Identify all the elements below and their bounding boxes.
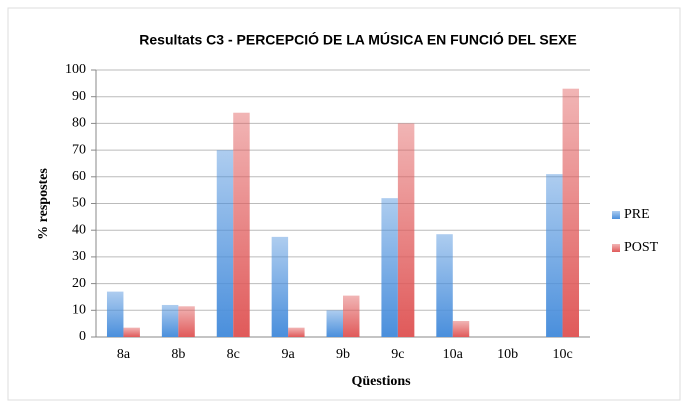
y-tick-label: 20 — [72, 276, 86, 291]
y-tick-label: 30 — [72, 249, 86, 264]
chart-frame — [7, 7, 681, 401]
bar — [381, 198, 398, 337]
bar — [562, 88, 580, 337]
bar — [106, 291, 124, 337]
bar — [326, 310, 343, 337]
y-tick-label: 10 — [72, 303, 86, 318]
x-tick-label: 10c — [552, 347, 572, 362]
legend-label: PRE — [624, 207, 650, 222]
bar — [452, 320, 470, 337]
bar — [288, 327, 305, 337]
bar — [233, 112, 250, 337]
x-tick-label: 8b — [171, 347, 185, 362]
bar — [546, 174, 563, 337]
bar — [123, 327, 140, 337]
y-tick-label: 0 — [79, 329, 86, 344]
y-tick-label: 100 — [65, 62, 86, 77]
y-axis-title: % respostes — [36, 168, 51, 240]
y-tick-label: 80 — [72, 116, 86, 131]
y-tick-label: 60 — [72, 169, 86, 184]
bar — [161, 304, 179, 337]
bar — [343, 295, 360, 337]
x-tick-label: 8c — [227, 347, 240, 362]
legend-swatch — [612, 211, 620, 219]
y-tick-label: 50 — [72, 196, 86, 211]
x-tick-label: 8a — [117, 347, 131, 362]
x-tick-label: 9c — [391, 347, 404, 362]
legend-swatch — [612, 244, 620, 252]
legend-label: POST — [624, 240, 659, 255]
bar — [178, 306, 195, 337]
y-tick-label: 70 — [72, 142, 86, 157]
x-axis-title: Qüestions — [351, 374, 411, 389]
y-tick-label: 90 — [72, 89, 86, 104]
bar — [216, 150, 234, 337]
bar — [271, 236, 289, 337]
bar — [397, 123, 415, 338]
bar — [436, 234, 453, 337]
x-tick-label: 10b — [497, 347, 518, 362]
y-tick-label: 40 — [72, 222, 86, 237]
x-tick-label: 10a — [443, 347, 464, 362]
chart-title: Resultats C3 - PERCEPCIÓ DE LA MÚSICA EN… — [139, 31, 576, 48]
x-tick-label: 9b — [336, 347, 350, 362]
x-tick-label: 9a — [282, 347, 296, 362]
